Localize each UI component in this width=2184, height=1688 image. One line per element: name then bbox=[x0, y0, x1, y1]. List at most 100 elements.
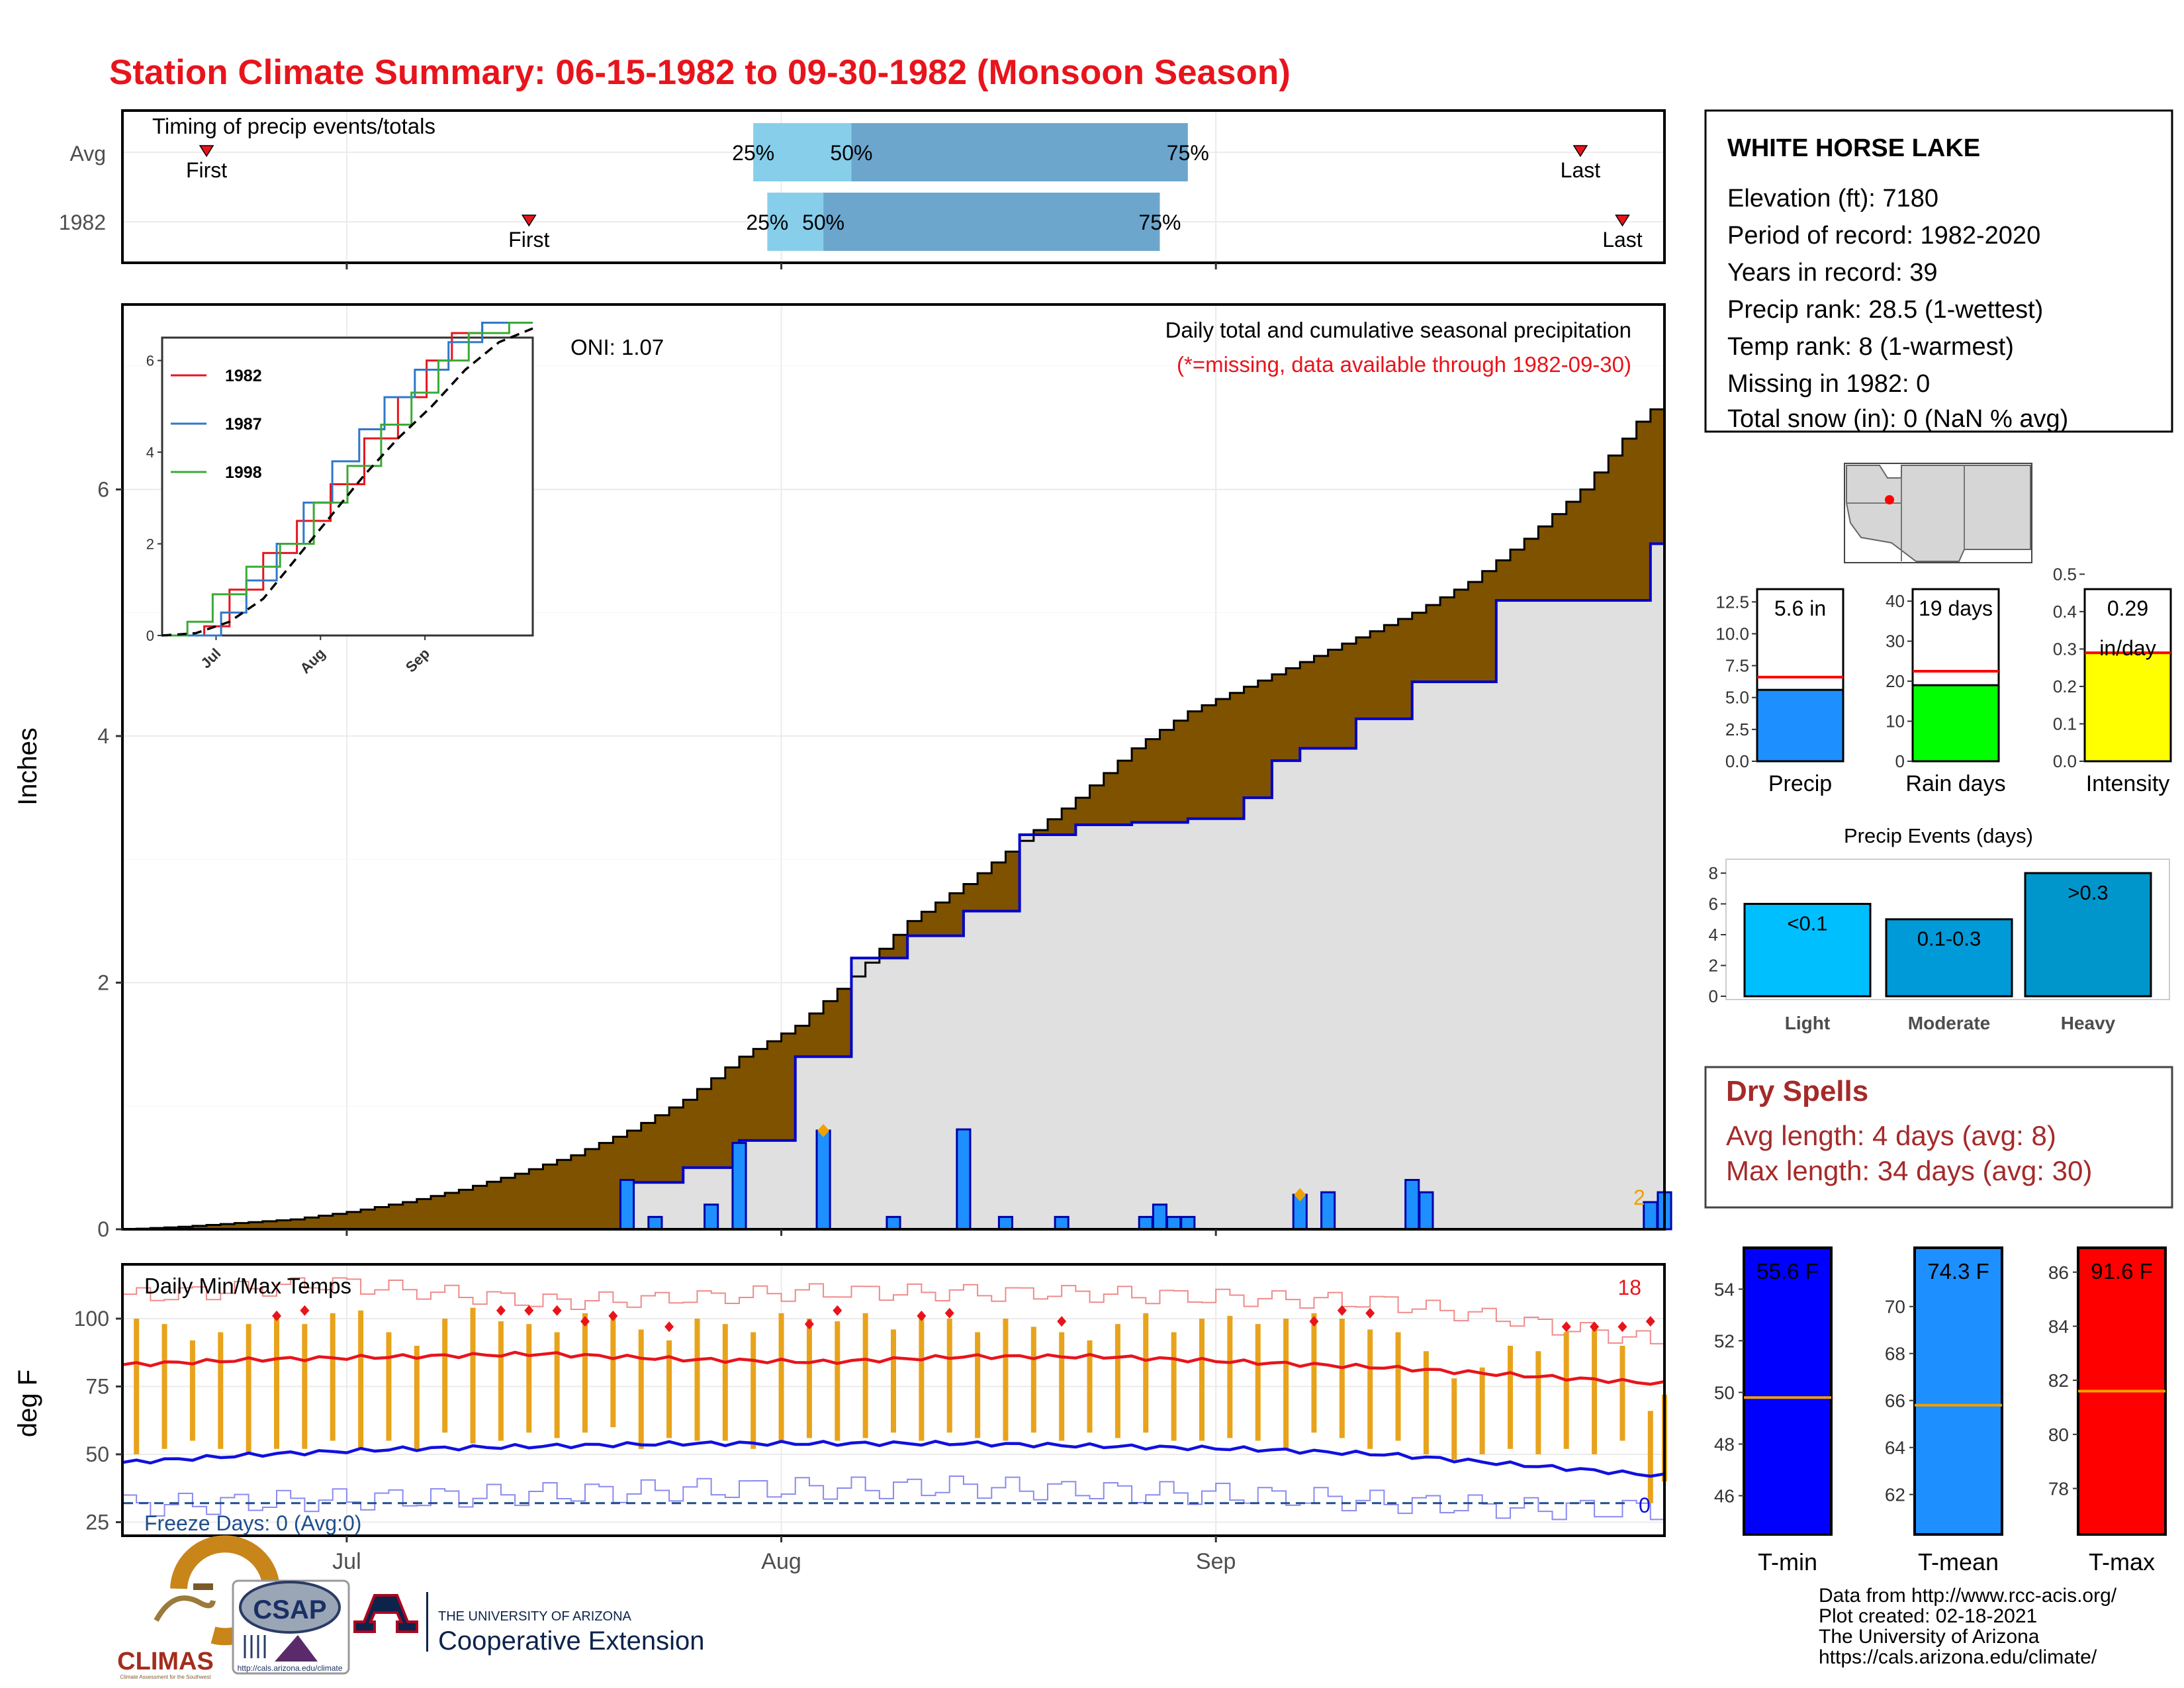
record-high-marker bbox=[524, 1305, 534, 1316]
daily-temp-range-bar bbox=[891, 1329, 896, 1433]
daily-temp-range-bar bbox=[442, 1319, 448, 1433]
climas-wordmark: CLIMAS bbox=[117, 1648, 214, 1675]
timing-last-label-avg: Last bbox=[1561, 158, 1601, 182]
daily-temp-range-bar bbox=[1367, 1329, 1373, 1449]
temps-ytick-label: 25 bbox=[85, 1511, 109, 1534]
summary-bar-ytick-label: 0.4 bbox=[2053, 602, 2077, 622]
temp-bar-value-label: 91.6 F bbox=[2091, 1259, 2153, 1284]
daily-temp-range-bar bbox=[919, 1315, 925, 1441]
temp-bar-value-label: 74.3 F bbox=[1927, 1259, 1989, 1284]
temp-bar-ytick-label: 48 bbox=[1714, 1434, 1735, 1454]
summary-bar-chart-intensity: 0.0 0.1 0.2 0.3 0.4 0.5 0.29 in/day Intensity bbox=[2053, 564, 2172, 796]
daily-temp-range-bar bbox=[835, 1321, 841, 1441]
timing-last-marker-avg bbox=[1572, 145, 1588, 158]
temps-ytick-label: 75 bbox=[85, 1375, 109, 1399]
daily-precip-bar bbox=[619, 1178, 635, 1231]
daily-temp-range-bar bbox=[1171, 1332, 1177, 1441]
precip-ytick-label: 0 bbox=[97, 1217, 109, 1241]
temp-bar-value bbox=[1743, 1246, 1833, 1536]
figure-title: Station Climate Summary: 06-15-1982 to 0… bbox=[109, 53, 1291, 92]
observed-cumulative-line bbox=[122, 542, 1664, 1231]
daily-precip-bar bbox=[1054, 1215, 1069, 1231]
timing-q25-label-avg: 25% bbox=[732, 141, 774, 165]
daily-temp-range-bar bbox=[1143, 1313, 1149, 1433]
temps-ylabel: deg F bbox=[13, 1370, 42, 1437]
precip-ytick-label: 2 bbox=[97, 970, 109, 994]
daily-temp-range-bar bbox=[1395, 1332, 1401, 1441]
events-bar-heavy bbox=[2024, 872, 2152, 998]
daily-temp-range-bar bbox=[1227, 1315, 1233, 1438]
timing-q50-label-year: 50% bbox=[802, 211, 844, 234]
precip-ytick-label: 4 bbox=[97, 724, 109, 748]
daily-temp-range-bar bbox=[1339, 1319, 1345, 1438]
station-missing: Missing in 1982: 0 bbox=[1727, 370, 1930, 398]
temp-bar-label: T-max bbox=[2089, 1548, 2155, 1575]
credit-url: https://cals.arizona.edu/climate/ bbox=[1819, 1646, 2097, 1668]
daily-temp-range-bar bbox=[526, 1324, 532, 1433]
events-category-label-light: Light bbox=[1785, 1013, 1830, 1033]
record-high-marker bbox=[1337, 1305, 1347, 1316]
precip-events-chart: Precip Events (days) 0 2 4 6 8 <0.1 Light 0.1-0… bbox=[1709, 824, 2170, 1033]
oni-value: ONI: 1.07 bbox=[570, 335, 664, 359]
summary-bar-value bbox=[1756, 688, 1844, 763]
inset-ytick-label: 0 bbox=[146, 628, 154, 644]
record-high-marker bbox=[552, 1305, 562, 1316]
daily-temp-range-bar bbox=[470, 1307, 476, 1444]
freeze-end-value: 0 bbox=[1639, 1493, 1651, 1517]
temps-panel: 25 50 75 100 Daily Min/Max Temps 18 Freeze … bbox=[13, 1263, 1667, 1537]
summary-bar-label: Rain days bbox=[1905, 771, 2005, 796]
inset-ytick-label: 2 bbox=[146, 536, 154, 553]
daily-temp-range-bar bbox=[274, 1319, 279, 1449]
inset-legend-label-1982: 1982 bbox=[225, 367, 262, 385]
events-ytick-label: 2 bbox=[1709, 955, 1718, 975]
timing-q75-label-avg: 75% bbox=[1167, 141, 1209, 165]
temp-bar-ytick-label: 84 bbox=[2048, 1316, 2069, 1336]
temps-record-count: 18 bbox=[1617, 1276, 1641, 1299]
events-ytick-label: 8 bbox=[1709, 863, 1718, 883]
station-elevation: Elevation (ft): 7180 bbox=[1727, 185, 1938, 212]
missing-data-marker bbox=[817, 1123, 830, 1137]
daily-temp-range-bar bbox=[1030, 1327, 1036, 1433]
record-high-marker bbox=[664, 1321, 674, 1333]
daily-temp-range-bar bbox=[330, 1313, 336, 1441]
daily-temp-range-bar bbox=[694, 1319, 700, 1441]
summary-bar-ytick-label: 0.1 bbox=[2053, 714, 2077, 733]
record-high-marker bbox=[944, 1307, 954, 1319]
csap-url: http://cals.arizona.edu/climate bbox=[238, 1664, 343, 1673]
daily-temp-range-bar bbox=[1115, 1324, 1120, 1438]
summary-bar-ytick-label: 10.0 bbox=[1715, 624, 1749, 643]
temp-bar-value bbox=[1913, 1246, 2003, 1536]
record-high-marker bbox=[804, 1319, 814, 1330]
daily-temp-range-bar bbox=[1199, 1319, 1205, 1441]
record-max-line bbox=[122, 1277, 1665, 1352]
summary-bar-ytick-label: 0 bbox=[1895, 751, 1905, 771]
ua-extension: Cooperative Extension bbox=[438, 1626, 704, 1656]
daily-temp-range-bar bbox=[386, 1332, 392, 1441]
timing-row-avg-label: Avg bbox=[69, 142, 106, 165]
inset-legend-label-1987: 1987 bbox=[225, 415, 262, 434]
observed-cumulative-area bbox=[122, 543, 1664, 1229]
summary-bar-ytick-label: 0.0 bbox=[2053, 751, 2077, 771]
summary-bar-value-label: 5.6 in bbox=[1774, 596, 1826, 620]
temp-bar-ytick-label: 50 bbox=[1714, 1382, 1735, 1403]
temp-bar-ytick-label: 68 bbox=[1885, 1344, 1905, 1364]
summary-bar-ytick-label: 0.2 bbox=[2053, 677, 2077, 696]
timing-first-label-year: First bbox=[508, 228, 549, 252]
daily-precip-bar bbox=[956, 1128, 972, 1231]
record-high-marker bbox=[496, 1305, 506, 1316]
avg-max-temp-line bbox=[122, 1350, 1665, 1386]
timing-bar-q50-q75-avg bbox=[851, 123, 1188, 181]
inset-series-line-1987 bbox=[162, 322, 533, 637]
daily-temp-range-bar bbox=[666, 1340, 672, 1438]
daily-temp-range-bar bbox=[1255, 1324, 1261, 1441]
climas-tagline: Climate Assessment for the Southwest bbox=[120, 1674, 212, 1680]
daily-temp-range-bar bbox=[1451, 1378, 1457, 1460]
daily-temp-range-bar bbox=[751, 1332, 756, 1449]
events-bar-label-moderate: 0.1-0.3 bbox=[1917, 927, 1981, 951]
record-high-marker bbox=[1590, 1321, 1600, 1333]
temp-bar-ytick-label: 66 bbox=[1885, 1391, 1905, 1411]
record-high-marker bbox=[917, 1310, 927, 1321]
timing-last-marker-year bbox=[1615, 214, 1630, 227]
temp-bar-value-label: 55.6 F bbox=[1756, 1259, 1819, 1284]
daily-temp-range-bar bbox=[610, 1319, 616, 1427]
